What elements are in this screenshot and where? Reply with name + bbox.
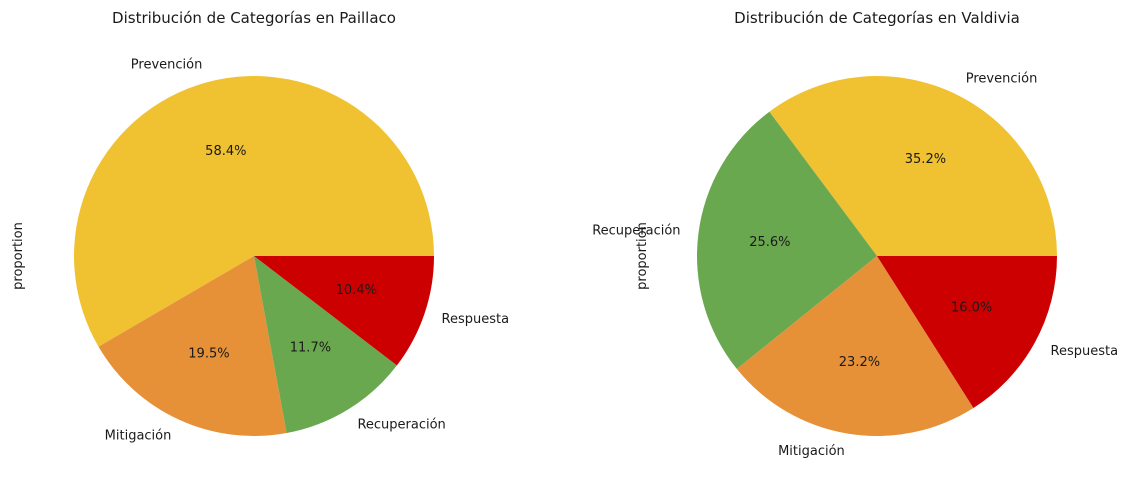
pie-slice-respuesta [254,256,434,366]
percentage-labels: 58.4% 19.5% 11.7% 10.4% [188,144,377,361]
category-label-mitigacion: Mitigación [105,428,172,443]
chart-title: Distribución de Categorías en Valdivia [734,9,1020,27]
pie-slice-mitigacion [736,256,974,436]
percentage-label-mitigacion: 19.5% [188,347,229,362]
percentage-label-respuesta: 16.0% [951,301,992,316]
pie-slice-recuperacion [697,111,877,369]
percentage-label-prevencion: 58.4% [205,144,246,159]
category-label-recuperacion: Recuperación [357,417,445,432]
percentage-labels: 35.2% 25.6% 23.2% 16.0% [749,152,992,370]
category-label-prevencion: Prevención [966,72,1038,87]
y-axis-label: proportion [11,222,26,290]
category-label-mitigacion: Mitigación [778,444,845,459]
pie-slice-prevencion [73,76,435,347]
category-label-respuesta: Respuesta [442,312,510,327]
category-label-respuesta: Respuesta [1051,344,1119,359]
percentage-label-respuesta: 10.4% [336,283,377,298]
pie-slices [73,76,435,437]
pie-slice-recuperacion [254,256,397,434]
percentage-label-prevencion: 35.2% [905,152,946,167]
pie-chart-paillaco: Distribución de Categorías en Paillaco p… [11,9,509,443]
pie-chart-valdivia: Distribución de Categorías en Valdivia p… [592,9,1118,459]
category-labels: Prevención Recuperación Mitigación Respuest… [592,72,1118,459]
pie-slices [697,76,1057,436]
percentage-label-mitigacion: 23.2% [839,355,880,370]
pie-slice-prevencion [769,76,1057,256]
percentage-label-recuperacion: 11.7% [290,341,331,356]
y-axis-label: proportion [635,222,650,290]
percentage-label-recuperacion: 25.6% [749,235,790,250]
pie-slice-respuesta [877,256,1057,408]
category-label-prevencion: Prevención [131,57,203,72]
category-label-recuperacion: Recuperación [592,224,680,239]
pie-slice-mitigacion [98,256,287,437]
chart-title: Distribución de Categorías en Paillaco [112,9,396,27]
category-labels: Prevención Mitigación Recuperación Respuest… [105,57,509,443]
